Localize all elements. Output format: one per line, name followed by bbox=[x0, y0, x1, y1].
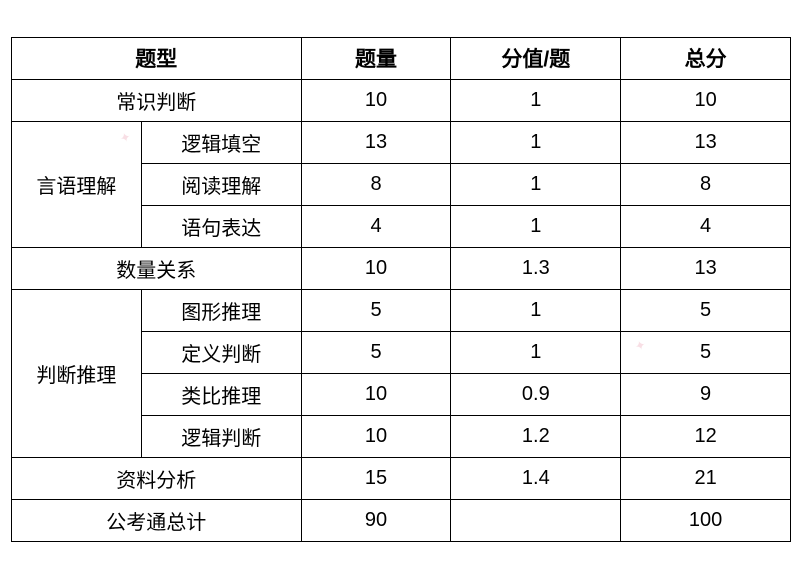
cell-type-group: 言语理解 bbox=[12, 121, 142, 247]
cell-total: 21 bbox=[621, 457, 791, 499]
cell-type-sub: 类比推理 bbox=[141, 373, 301, 415]
table-header-row: 题型 题量 分值/题 总分 bbox=[12, 37, 791, 79]
header-type: 题型 bbox=[12, 37, 302, 79]
cell-score-per: 1 bbox=[451, 121, 621, 163]
table-row: 判断推理 图形推理 5 1 5 bbox=[12, 289, 791, 331]
table-row: 公考通总计 90 100 bbox=[12, 499, 791, 541]
table-row: 言语理解 逻辑填空 13 1 13 bbox=[12, 121, 791, 163]
exam-structure-table: 题型 题量 分值/题 总分 常识判断 10 1 10 言语理解 逻辑填空 13 … bbox=[11, 37, 791, 542]
cell-quantity: 90 bbox=[301, 499, 451, 541]
cell-score-per: 1.4 bbox=[451, 457, 621, 499]
cell-score-per: 1 bbox=[451, 289, 621, 331]
cell-quantity: 10 bbox=[301, 415, 451, 457]
cell-score-per: 1.3 bbox=[451, 247, 621, 289]
table-row: 常识判断 10 1 10 bbox=[12, 79, 791, 121]
cell-type-sub: 逻辑判断 bbox=[141, 415, 301, 457]
cell-total: 13 bbox=[621, 121, 791, 163]
table-row: 数量关系 10 1.3 13 bbox=[12, 247, 791, 289]
cell-total: 9 bbox=[621, 373, 791, 415]
cell-type: 常识判断 bbox=[12, 79, 302, 121]
cell-quantity: 10 bbox=[301, 247, 451, 289]
cell-total: 12 bbox=[621, 415, 791, 457]
header-total: 总分 bbox=[621, 37, 791, 79]
cell-score-per: 0.9 bbox=[451, 373, 621, 415]
cell-type-sub: 定义判断 bbox=[141, 331, 301, 373]
header-quantity: 题量 bbox=[301, 37, 451, 79]
cell-total: 4 bbox=[621, 205, 791, 247]
cell-type-sub: 逻辑填空 bbox=[141, 121, 301, 163]
cell-type-sub: 语句表达 bbox=[141, 205, 301, 247]
cell-score-per: 1.2 bbox=[451, 415, 621, 457]
cell-type: 公考通总计 bbox=[12, 499, 302, 541]
cell-quantity: 13 bbox=[301, 121, 451, 163]
cell-type: 资料分析 bbox=[12, 457, 302, 499]
cell-score-per: 1 bbox=[451, 79, 621, 121]
cell-quantity: 4 bbox=[301, 205, 451, 247]
cell-type-sub: 图形推理 bbox=[141, 289, 301, 331]
cell-score-per: 1 bbox=[451, 163, 621, 205]
header-score-per: 分值/题 bbox=[451, 37, 621, 79]
cell-quantity: 5 bbox=[301, 331, 451, 373]
cell-quantity: 15 bbox=[301, 457, 451, 499]
cell-quantity: 8 bbox=[301, 163, 451, 205]
cell-quantity: 5 bbox=[301, 289, 451, 331]
cell-score-per bbox=[451, 499, 621, 541]
cell-total: 5 bbox=[621, 331, 791, 373]
cell-total: 13 bbox=[621, 247, 791, 289]
table-row: 资料分析 15 1.4 21 bbox=[12, 457, 791, 499]
cell-quantity: 10 bbox=[301, 373, 451, 415]
cell-quantity: 10 bbox=[301, 79, 451, 121]
cell-type-sub: 阅读理解 bbox=[141, 163, 301, 205]
cell-total: 100 bbox=[621, 499, 791, 541]
cell-type: 数量关系 bbox=[12, 247, 302, 289]
cell-total: 8 bbox=[621, 163, 791, 205]
cell-total: 5 bbox=[621, 289, 791, 331]
cell-total: 10 bbox=[621, 79, 791, 121]
cell-score-per: 1 bbox=[451, 205, 621, 247]
cell-type-group: 判断推理 bbox=[12, 289, 142, 457]
cell-score-per: 1 bbox=[451, 331, 621, 373]
